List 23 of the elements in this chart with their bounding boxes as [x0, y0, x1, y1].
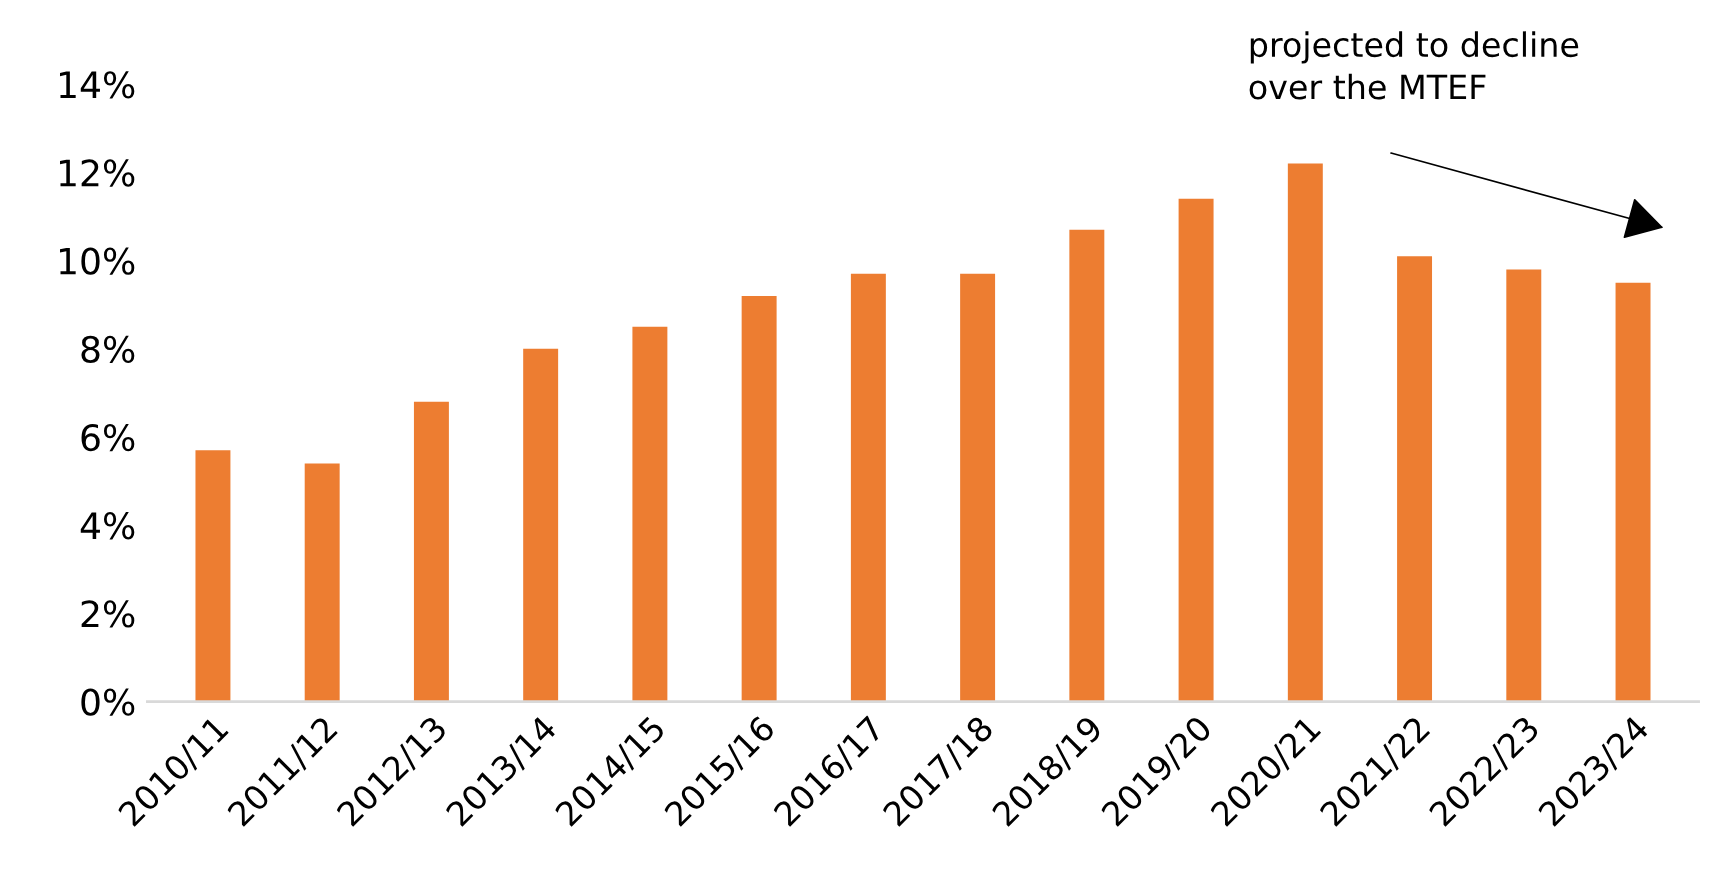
bar: [1615, 282, 1651, 702]
bar: [1397, 256, 1433, 702]
bar: [741, 295, 777, 702]
y-tick-label: 4%: [80, 512, 135, 540]
bar: [1069, 229, 1105, 702]
bar: [195, 450, 231, 702]
bar: [632, 326, 668, 702]
y-tick-label: 0%: [81, 688, 135, 716]
y-tick-label: 2%: [81, 600, 135, 628]
y-tick-label: 8%: [81, 335, 135, 364]
bar: [1178, 198, 1214, 702]
bar: [850, 273, 886, 702]
y-tick-label: 14%: [60, 71, 135, 99]
y-tick-label: 6%: [81, 423, 135, 452]
bar: [304, 463, 340, 702]
bar: [413, 401, 449, 702]
bar: [1506, 269, 1542, 702]
y-tick-label: 10%: [60, 247, 135, 275]
y-tick-label: 12%: [60, 159, 135, 187]
bar: [1287, 163, 1323, 702]
annotation: projected to decline over the MTEF: [1249, 31, 1579, 100]
bar: [523, 348, 559, 702]
bar: [960, 273, 996, 702]
